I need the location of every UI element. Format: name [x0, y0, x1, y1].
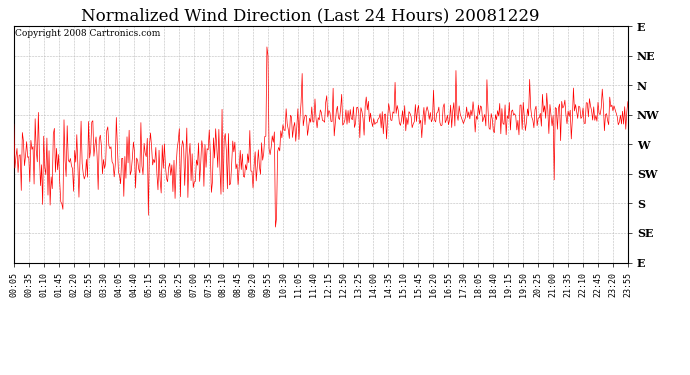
Text: Normalized Wind Direction (Last 24 Hours) 20081229: Normalized Wind Direction (Last 24 Hours… [81, 8, 540, 24]
Text: Copyright 2008 Cartronics.com: Copyright 2008 Cartronics.com [15, 28, 160, 38]
